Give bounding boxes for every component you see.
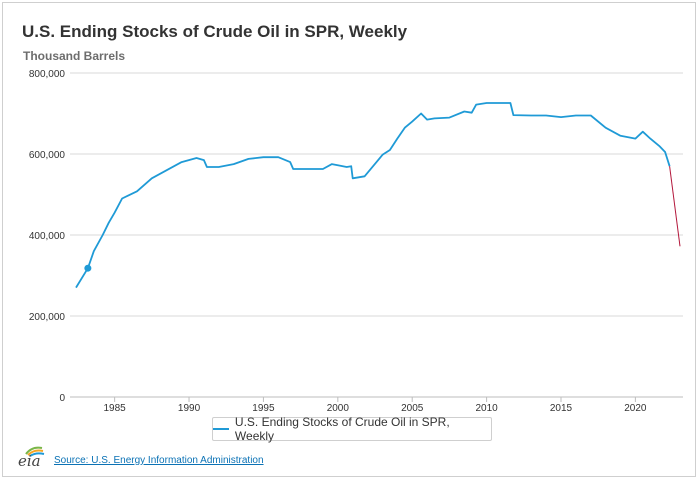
x-tick-label: 2010: [475, 403, 498, 414]
eia-logo: eia: [16, 446, 48, 470]
eia-logo-text: eia: [18, 452, 41, 470]
x-tick-label: 1985: [104, 403, 127, 414]
legend-item[interactable]: U.S. Ending Stocks of Crude Oil in SPR, …: [212, 415, 492, 443]
legend-swatch: [213, 428, 229, 430]
y-axis-unit-label: Thousand Barrels: [23, 49, 126, 63]
y-tick-label: 200,000: [29, 312, 66, 323]
x-tick-label: 2020: [624, 403, 647, 414]
decline-line: [669, 166, 681, 247]
x-tick-label: 2005: [401, 403, 424, 414]
source-link[interactable]: Source: U.S. Energy Information Administ…: [54, 454, 264, 466]
x-tick-label: 1995: [252, 403, 275, 414]
y-tick-label: 0: [59, 393, 65, 404]
eia-logo-swoosh-icon: [25, 446, 45, 457]
x-tick-label: 2000: [327, 403, 350, 414]
chart-frame: [2, 2, 696, 477]
y-tick-label: 800,000: [29, 69, 66, 80]
y-tick-label: 600,000: [29, 150, 66, 161]
footer: eia Source: U.S. Energy Information Admi…: [16, 446, 264, 470]
legend-label: U.S. Ending Stocks of Crude Oil in SPR, …: [234, 415, 450, 443]
series-line: [75, 102, 671, 289]
x-tick-label: 2015: [550, 403, 573, 414]
data-point-marker: [84, 264, 92, 272]
x-tick-label: 1990: [178, 403, 201, 414]
chart-title: U.S. Ending Stocks of Crude Oil in SPR, …: [22, 22, 408, 41]
y-tick-label: 400,000: [29, 231, 66, 242]
